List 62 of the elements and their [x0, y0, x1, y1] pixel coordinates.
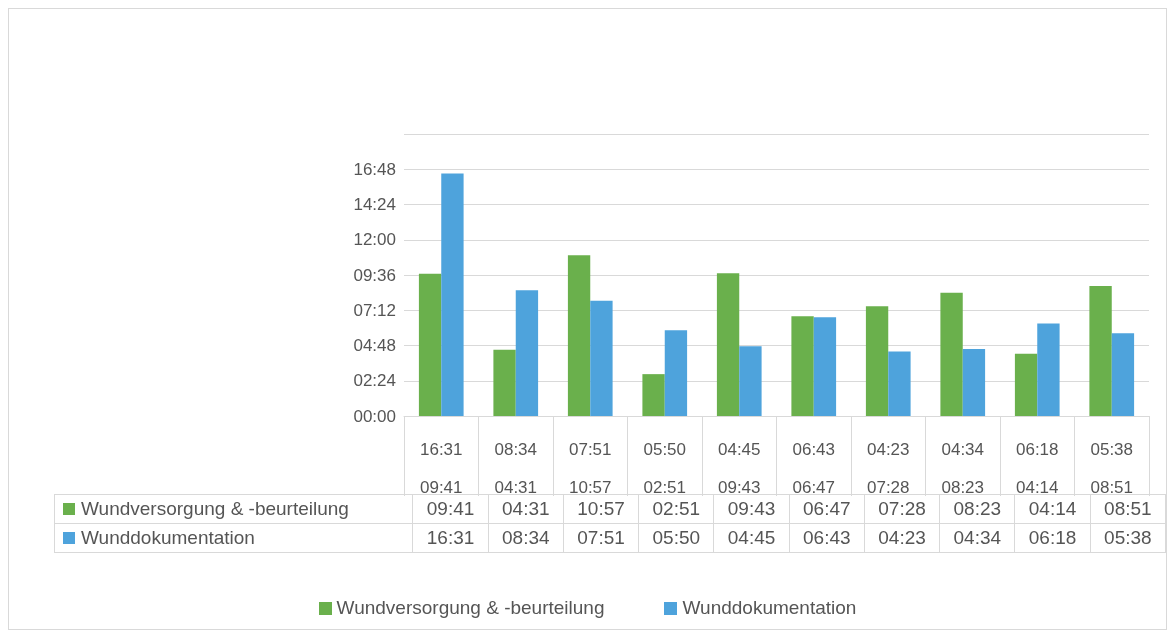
bar [567, 255, 591, 416]
bar [813, 317, 837, 416]
y-tick-label: 16:48 [353, 159, 396, 179]
data-label: 06:47 [803, 498, 851, 519]
legend-label: Wunddokumentation [682, 597, 857, 619]
data-label: 08:34 [488, 523, 564, 553]
data-label: 04:34 [939, 523, 1015, 553]
data-label: 04:45 [713, 523, 790, 553]
data-label: 05:38 [1090, 523, 1166, 553]
x-tick-label: 05:50 02:51 [643, 439, 687, 497]
bar [1037, 323, 1060, 416]
x-tick-label: 06:18 04:14 [1015, 439, 1059, 497]
data-label: 09:43 [727, 498, 776, 519]
y-tick-label: 02:24 [353, 371, 396, 391]
bar [962, 348, 986, 416]
x-tick-label: 08:34 04:31 [494, 439, 538, 497]
data-label: 08:51 [1104, 498, 1152, 519]
bar [791, 316, 814, 416]
text: Wundversorgung & -beurteilung [336, 597, 605, 618]
data-label: 04:23 [864, 523, 940, 553]
x-tick-label: 04:23 07:28 [866, 439, 910, 497]
bar [1014, 353, 1038, 416]
y-tick-label: 00:00 [353, 406, 396, 426]
y-tick-label: 04:48 [353, 336, 396, 355]
bar [865, 306, 889, 416]
bar [1089, 286, 1112, 416]
bar [441, 173, 464, 416]
x-tick-label: 05:38 08:51 [1090, 439, 1134, 497]
y-tick-label: 14:24 [353, 195, 396, 214]
x-tick-label: 16:31 09:41 [419, 439, 463, 497]
data-label: 08:23 [953, 498, 1002, 519]
bar [716, 273, 740, 416]
bar [664, 330, 688, 416]
x-tick-label: 04:45 09:43 [717, 439, 761, 497]
y-tick-label: 09:36 [353, 265, 396, 285]
x-tick-label: 04:34 08:23 [941, 439, 985, 497]
data-label: 07:28 [878, 498, 926, 519]
data-label: 07:51 [563, 523, 639, 553]
bar [590, 300, 613, 416]
bar [739, 346, 762, 416]
data-label: 05:50 [638, 523, 714, 553]
x-tick-label: 07:51 10:57 [568, 439, 612, 497]
data-label: 09:41 [426, 498, 475, 519]
bar [515, 290, 539, 416]
y-tick-label: 12:00 [353, 230, 396, 250]
bar [1111, 333, 1135, 416]
bar [940, 292, 963, 416]
data-label: 06:43 [789, 523, 865, 553]
data-label: 10:57 [577, 498, 625, 519]
legend-label: Wundversorgung & -beurteilung [54, 494, 413, 524]
data-label: 02:51 [652, 498, 701, 519]
y-tick-label: 07:12 [353, 300, 396, 320]
bar [418, 273, 442, 416]
bar [642, 374, 665, 416]
data-label: 04:31 [502, 498, 550, 519]
bar [493, 349, 516, 416]
x-tick-label: 06:43 06:47 [792, 439, 836, 497]
bar [888, 351, 911, 416]
data-label: 06:18 [1014, 523, 1091, 553]
data-label: 04:14 [1028, 498, 1077, 519]
text: Wunddokumentation [81, 527, 255, 548]
data-label: 16:31 [412, 523, 489, 553]
